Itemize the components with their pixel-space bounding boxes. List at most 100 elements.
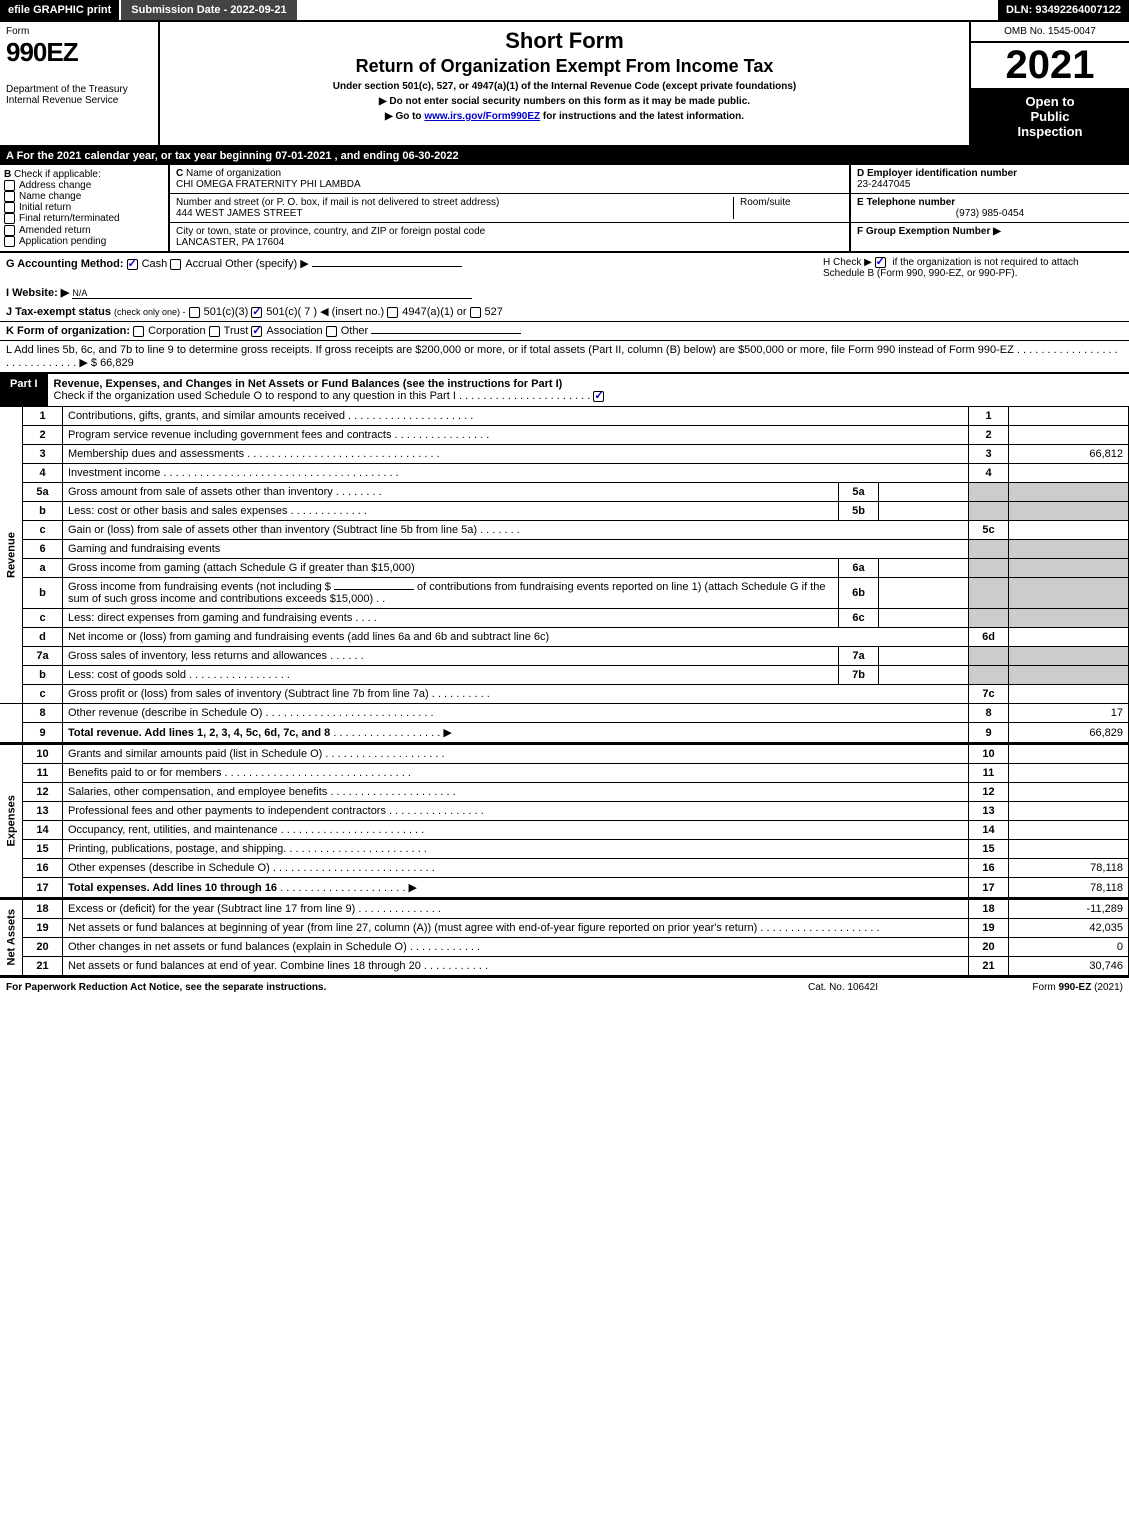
- line-2: 2 Program service revenue including gove…: [0, 426, 1129, 445]
- l7a-d: Gross sales of inventory, less returns a…: [68, 650, 327, 662]
- l19-rn: 19: [969, 919, 1009, 938]
- section-j: J Tax-exempt status (check only one) - 5…: [0, 302, 1129, 321]
- section-b: B Check if applicable: Address change Na…: [0, 165, 170, 251]
- k-o4: Other: [341, 325, 369, 337]
- line-5c: c Gain or (loss) from sale of assets oth…: [0, 521, 1129, 540]
- l5a-n: 5a: [23, 483, 63, 502]
- l6-rn-shade: [969, 540, 1009, 559]
- l5b-n: b: [23, 502, 63, 521]
- irs-link[interactable]: www.irs.gov/Form990EZ: [424, 111, 540, 122]
- checkbox-corp-icon[interactable]: [133, 326, 144, 337]
- g-lbl: G Accounting Method:: [6, 258, 124, 270]
- l6b-amount-field[interactable]: [334, 589, 414, 590]
- l1-rv: [1009, 407, 1129, 426]
- header-right: OMB No. 1545-0047 2021 Open to Public In…: [969, 22, 1129, 145]
- info-block: B Check if applicable: Address change Na…: [0, 165, 1129, 253]
- goto-prefix: ▶ Go to: [385, 111, 424, 122]
- checkbox-accrual-icon[interactable]: [170, 259, 181, 270]
- line-15: 15 Printing, publications, postage, and …: [0, 840, 1129, 859]
- arrow-icon: [408, 882, 416, 894]
- netassets-sidebar: Net Assets: [0, 899, 23, 976]
- goto-line: ▶ Go to www.irs.gov/Form990EZ for instru…: [166, 111, 963, 122]
- l5a-rv-shade: [1009, 483, 1129, 502]
- line-7c: c Gross profit or (loss) from sales of i…: [0, 685, 1129, 704]
- l6d-rn: 6d: [969, 628, 1009, 647]
- l18-rn: 18: [969, 899, 1009, 919]
- form-header: Form 990EZ Department of the Treasury In…: [0, 22, 1129, 147]
- l11-d: Benefits paid to or for members: [68, 767, 221, 779]
- checkbox-trust-icon[interactable]: [209, 326, 220, 337]
- l16-rn: 16: [969, 859, 1009, 878]
- netassets-table: Net Assets 18 Excess or (deficit) for th…: [0, 898, 1129, 976]
- l7c-n: c: [23, 685, 63, 704]
- checkbox-icon[interactable]: [4, 180, 15, 191]
- f-lbl: F Group Exemption Number ▶: [857, 226, 1001, 237]
- room-suite-lbl: Room/suite: [733, 197, 843, 219]
- l15-rv: [1009, 840, 1129, 859]
- part-1-header: Part I Revenue, Expenses, and Changes in…: [0, 372, 1129, 406]
- checkbox-501c-icon[interactable]: [251, 307, 262, 318]
- expenses-sidebar: Expenses: [0, 744, 23, 898]
- checkbox-501c3-icon[interactable]: [189, 307, 200, 318]
- checkbox-527-icon[interactable]: [470, 307, 481, 318]
- l5a-mv: [879, 483, 969, 502]
- l10-rn: 10: [969, 744, 1009, 764]
- checkbox-h-icon[interactable]: [875, 257, 886, 268]
- l15-d: Printing, publications, postage, and shi…: [68, 843, 286, 855]
- b-letter: B: [4, 169, 11, 180]
- l7b-rv-shade: [1009, 666, 1129, 685]
- l6a-rv-shade: [1009, 559, 1129, 578]
- checkbox-cash-icon[interactable]: [127, 259, 138, 270]
- l6d-d: Net income or (loss) from gaming and fun…: [68, 631, 549, 643]
- l7a-mn: 7a: [839, 647, 879, 666]
- checkbox-other-icon[interactable]: [326, 326, 337, 337]
- open-inspection: Open to Public Inspection: [971, 88, 1129, 145]
- l5c-rn: 5c: [969, 521, 1009, 540]
- checkbox-assoc-icon[interactable]: [251, 326, 262, 337]
- l7c-d: Gross profit or (loss) from sales of inv…: [68, 688, 429, 700]
- b-opt-name: Name change: [4, 191, 164, 202]
- b-opt-4: Amended return: [19, 225, 91, 236]
- l9-rn: 9: [969, 723, 1009, 743]
- l5a-rn-shade: [969, 483, 1009, 502]
- b-opt-2: Initial return: [19, 202, 71, 213]
- checkbox-icon[interactable]: [4, 202, 15, 213]
- checkbox-icon[interactable]: [4, 213, 15, 224]
- checkbox-part1-icon[interactable]: [593, 391, 604, 402]
- l7b-mn: 7b: [839, 666, 879, 685]
- k-other-field[interactable]: [371, 333, 521, 334]
- l6-d: Gaming and fundraising events: [68, 543, 220, 555]
- c-street-row: Number and street (or P. O. box, if mail…: [170, 194, 849, 223]
- tax-year: 2021: [971, 43, 1129, 88]
- line-3: 3 Membership dues and assessments . . . …: [0, 445, 1129, 464]
- i-lbl: I Website: ▶: [6, 287, 69, 299]
- l6c-rv-shade: [1009, 609, 1129, 628]
- b-opt-initial: Initial return: [4, 202, 164, 213]
- l4-d: Investment income: [68, 467, 160, 479]
- l6b-n: b: [23, 578, 63, 609]
- l13-rv: [1009, 802, 1129, 821]
- g-other-field[interactable]: [312, 266, 462, 267]
- goto-suffix: for instructions and the latest informat…: [540, 111, 744, 122]
- f-group: F Group Exemption Number ▶: [851, 223, 1129, 240]
- l7a-n: 7a: [23, 647, 63, 666]
- l21-n: 21: [23, 957, 63, 976]
- l12-d: Salaries, other compensation, and employ…: [68, 786, 327, 798]
- do-not-ssn: ▶ Do not enter social security numbers o…: [166, 96, 963, 107]
- header-center: Short Form Return of Organization Exempt…: [160, 22, 969, 145]
- line-21: 21 Net assets or fund balances at end of…: [0, 957, 1129, 976]
- checkbox-icon[interactable]: [4, 236, 15, 247]
- l6-rv-shade: [1009, 540, 1129, 559]
- j-lbl: J Tax-exempt status: [6, 306, 111, 318]
- submission-date: Submission Date - 2022-09-21: [119, 0, 296, 20]
- arrow-icon: [443, 727, 451, 739]
- l16-rv: 78,118: [1009, 859, 1129, 878]
- l6c-mv: [879, 609, 969, 628]
- l7b-mv: [879, 666, 969, 685]
- j-o4: 527: [485, 306, 503, 318]
- checkbox-icon[interactable]: [4, 225, 15, 236]
- checkbox-4947-icon[interactable]: [387, 307, 398, 318]
- checkbox-icon[interactable]: [4, 191, 15, 202]
- l20-rv: 0: [1009, 938, 1129, 957]
- line-6: 6 Gaming and fundraising events: [0, 540, 1129, 559]
